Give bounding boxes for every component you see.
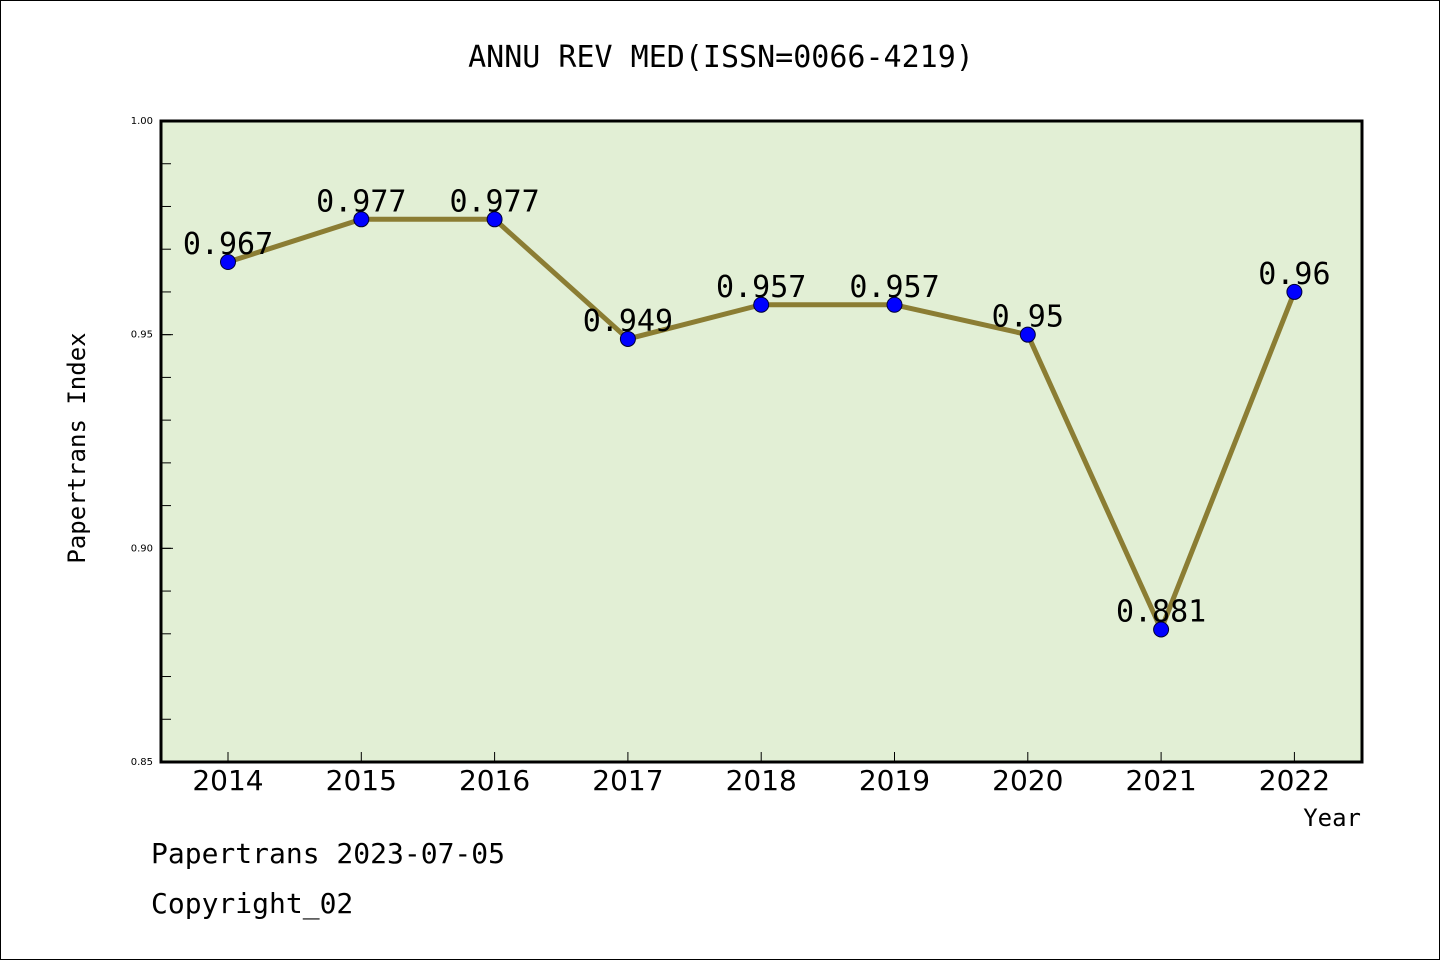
data-point — [753, 296, 770, 313]
data-label: 0.957 — [716, 270, 806, 305]
x-tick-label: 2018 — [726, 764, 797, 797]
chart-title: ANNU REV MED(ISSN=0066-4219) — [468, 40, 974, 75]
x-tick-label: 2019 — [859, 764, 930, 797]
plot-border — [159, 119, 1364, 764]
y-tick-label: 0.85 — [131, 757, 153, 768]
data-labels: 0.967 0.977 0.977 0.949 0.957 0.957 0.95 0.881 0… — [183, 184, 1331, 629]
data-label: 0.977 — [316, 184, 406, 219]
y-axis-label: Papertrans Index — [63, 332, 91, 563]
y-tick-label: 0.90 — [131, 543, 153, 554]
data-point — [1153, 621, 1170, 638]
data-point — [1019, 326, 1036, 343]
x-tick-label: 2020 — [992, 764, 1063, 797]
y-tick-label: 0.95 — [131, 330, 153, 341]
data-point — [619, 330, 636, 347]
x-tick-label: 2022 — [1259, 764, 1330, 797]
data-point — [486, 211, 503, 228]
data-label: 0.881 — [1116, 595, 1206, 630]
x-tick-label: 2014 — [192, 764, 263, 797]
data-point — [220, 254, 236, 271]
x-axis-label: Year — [1303, 804, 1361, 832]
x-tick-labels: 2014 2015 2016 2017 2018 2019 2020 2021 2022 — [192, 752, 1330, 797]
x-tick-label: 2021 — [1125, 764, 1196, 797]
data-point — [886, 296, 903, 313]
data-label: 0.949 — [583, 304, 673, 339]
data-label: 0.95 — [992, 300, 1064, 335]
y-tick-label: 1.00 — [131, 116, 153, 127]
data-label: 0.96 — [1258, 257, 1330, 292]
x-tick-label: 2015 — [326, 764, 397, 797]
data-point — [1286, 283, 1303, 300]
data-label: 0.957 — [849, 270, 939, 305]
data-point — [353, 211, 370, 228]
footer-copyright-text: Copyright_02 — [151, 887, 354, 920]
plot-area — [161, 121, 1362, 762]
data-label: 0.967 — [183, 227, 273, 262]
x-tick-label: 2016 — [459, 764, 530, 797]
data-markers — [220, 211, 1303, 638]
footer-date-text: Papertrans 2023-07-05 — [151, 837, 506, 870]
data-label: 0.977 — [449, 184, 539, 219]
x-tick-label: 2017 — [592, 764, 663, 797]
